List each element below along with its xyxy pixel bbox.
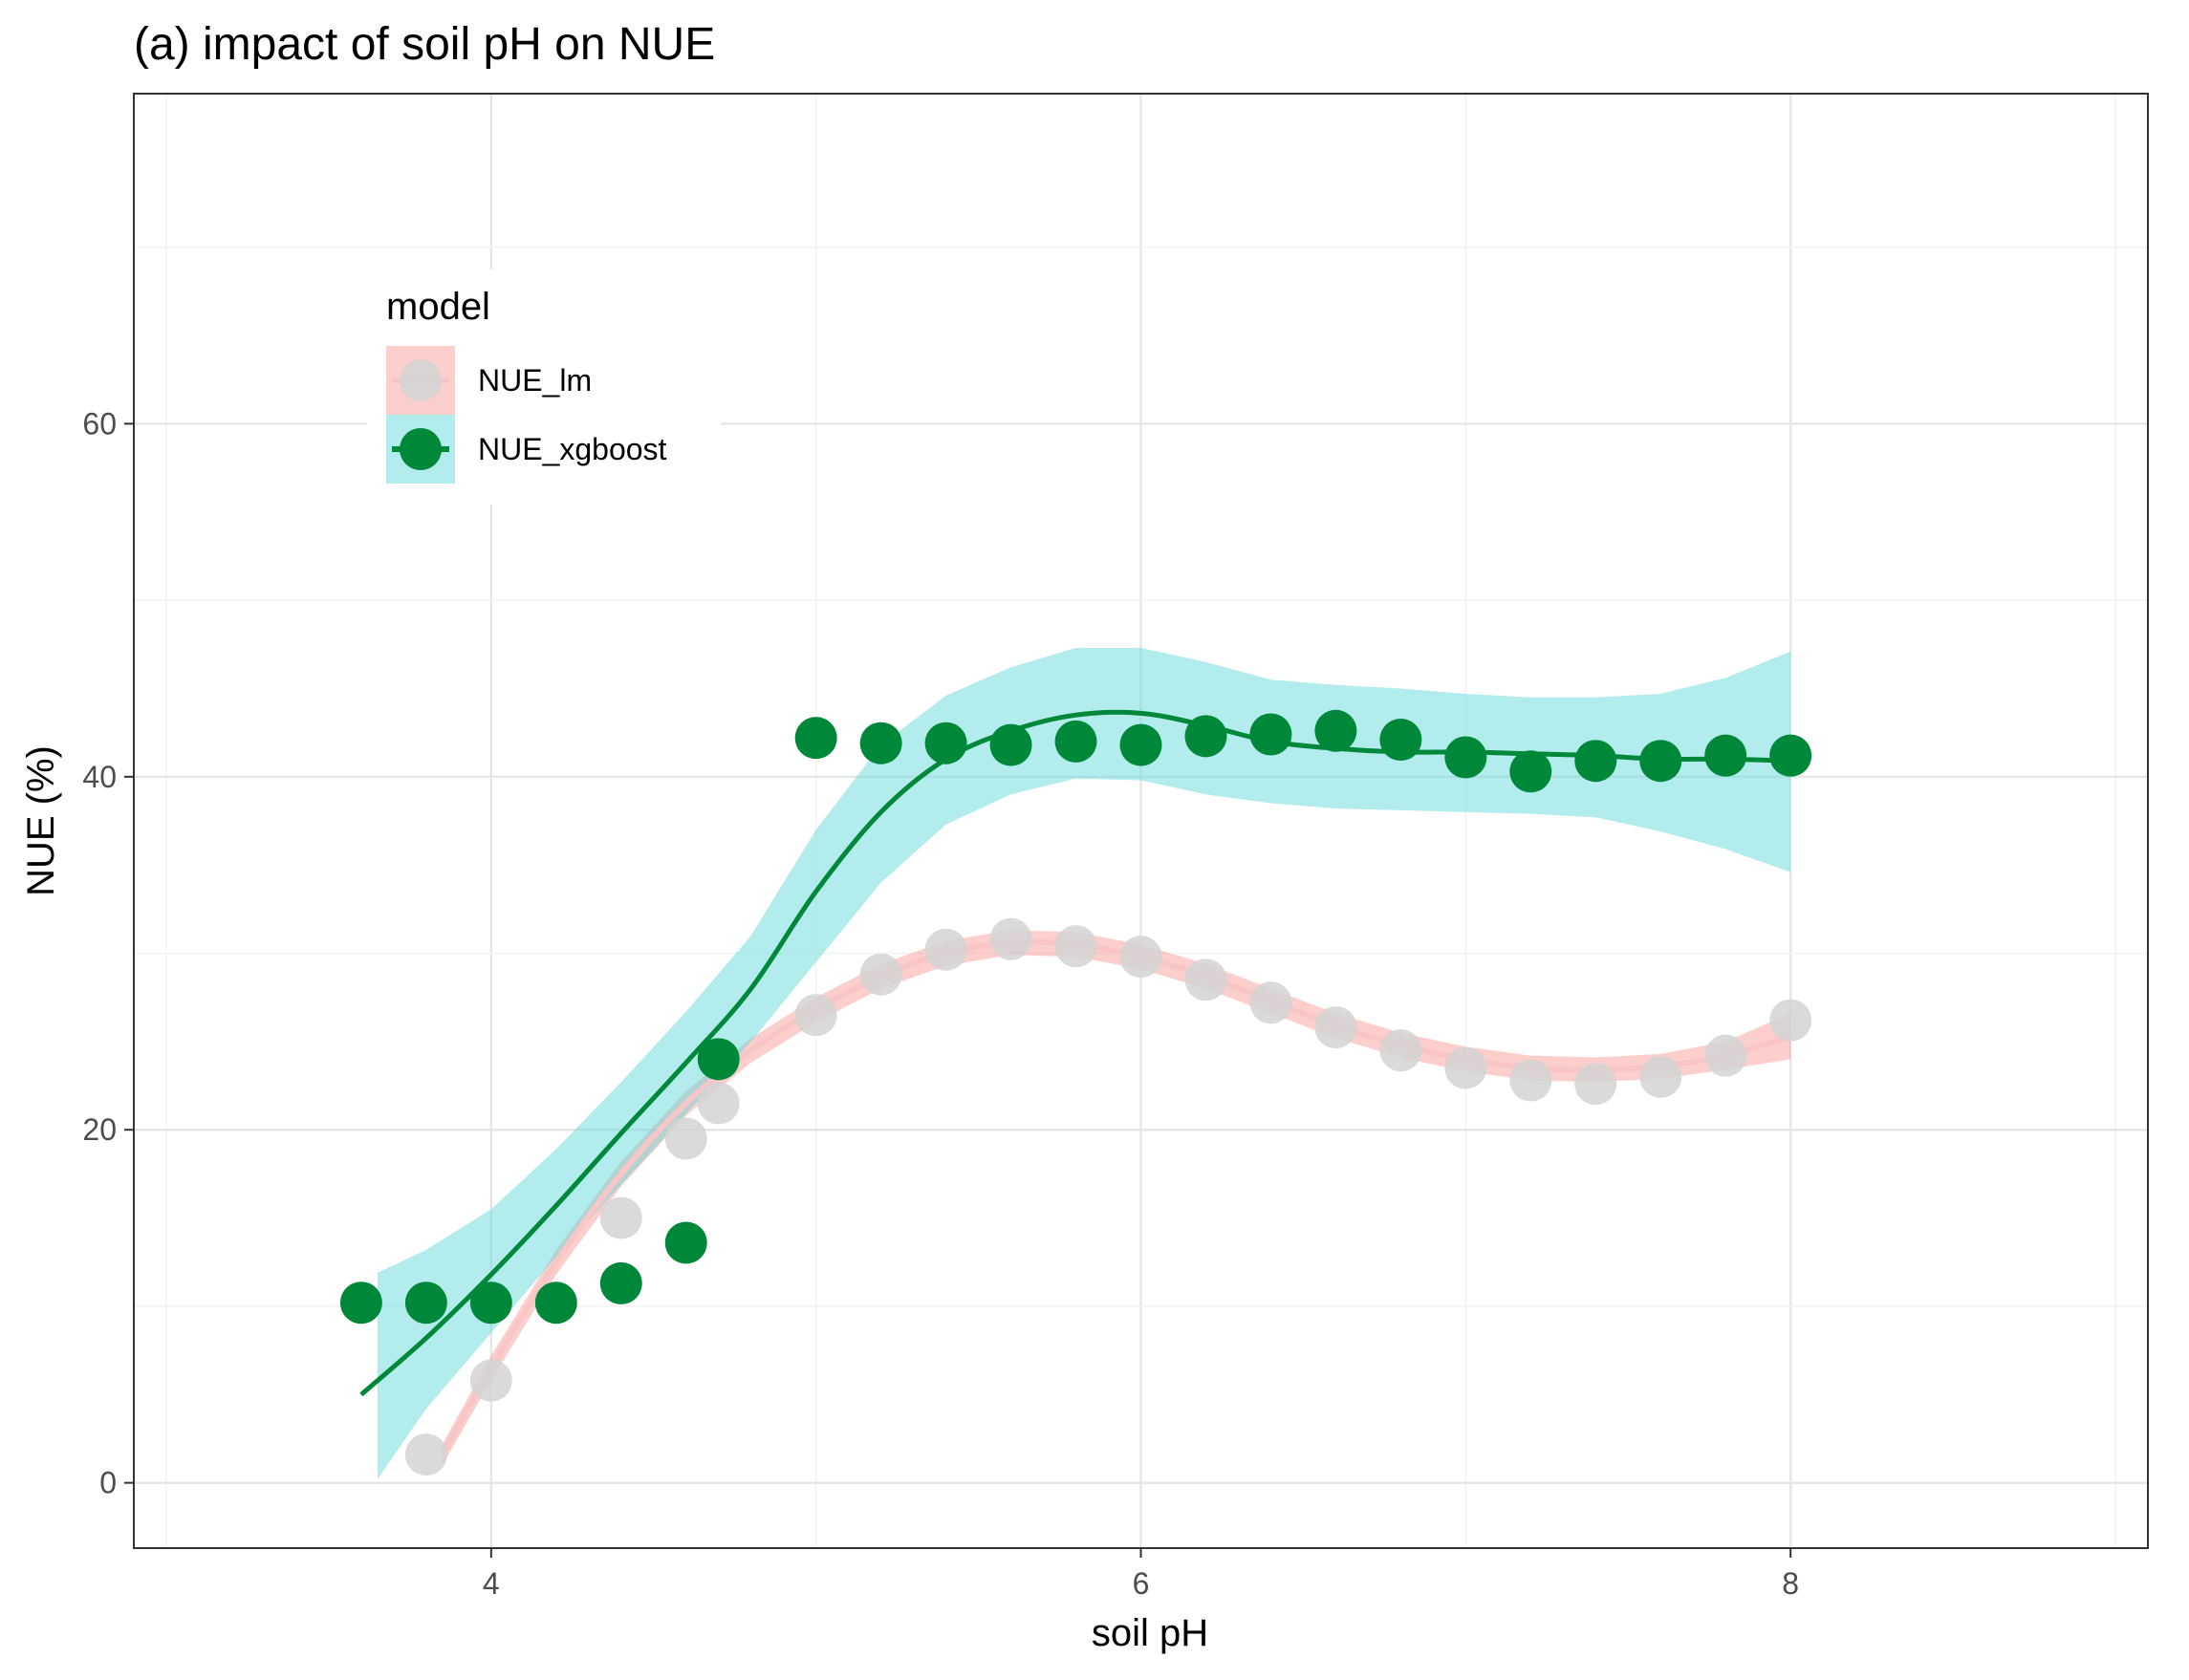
point-nue-lm — [924, 928, 967, 971]
y-tick-label: 0 — [99, 1466, 117, 1500]
point-nue-lm — [664, 1117, 707, 1160]
point-nue-xgboost — [924, 722, 967, 765]
point-nue-lm — [794, 994, 837, 1037]
point-nue-xgboost — [1054, 720, 1097, 763]
legend-label-nue-xgboost: NUE_xgboost — [478, 432, 667, 466]
point-nue-lm — [404, 1433, 447, 1476]
axes: 4 6 8 0 20 40 60 — [82, 406, 1799, 1601]
y-tick-label: 20 — [82, 1112, 117, 1147]
point-nue-xgboost — [1379, 719, 1422, 762]
y-tick-label: 60 — [82, 406, 117, 441]
point-nue-lm — [1639, 1055, 1682, 1098]
legend-keys: NUE_lm NUE_xgboost — [386, 346, 667, 484]
legend-title: model — [386, 286, 490, 328]
point-nue-lm — [697, 1082, 740, 1125]
legend-key-point-nue-xgboost — [400, 428, 442, 470]
x-tick-label: 4 — [483, 1566, 500, 1601]
legend: model NUE_lm NUE_xgboost — [367, 269, 721, 505]
y-tick-label: 40 — [82, 760, 117, 794]
y-axis-label: NUE (%) — [20, 745, 62, 896]
point-nue-xgboost — [1184, 715, 1227, 758]
point-nue-xgboost — [469, 1282, 512, 1325]
point-nue-xgboost — [989, 723, 1032, 766]
point-nue-lm — [989, 917, 1032, 960]
point-nue-lm — [1509, 1059, 1552, 1102]
legend-key-point-nue-lm — [400, 359, 442, 401]
point-nue-xgboost — [599, 1261, 642, 1304]
point-nue-lm — [1249, 981, 1292, 1024]
point-nue-xgboost — [859, 722, 902, 765]
point-nue-lm — [1704, 1034, 1747, 1077]
point-nue-xgboost — [1639, 740, 1682, 783]
point-nue-lm — [1769, 999, 1812, 1042]
x-tick-label: 6 — [1133, 1566, 1150, 1601]
point-nue-lm — [469, 1359, 512, 1402]
point-nue-lm — [1054, 925, 1097, 968]
legend-label-nue-lm: NUE_lm — [478, 363, 592, 398]
point-nue-xgboost — [1249, 713, 1292, 756]
point-nue-xgboost — [1119, 723, 1162, 766]
point-nue-xgboost — [1769, 734, 1812, 777]
point-nue-xgboost — [664, 1221, 707, 1264]
point-nue-xgboost — [1574, 740, 1617, 783]
x-tick-label: 8 — [1782, 1566, 1799, 1601]
point-nue-lm — [599, 1196, 642, 1239]
point-nue-xgboost — [697, 1038, 740, 1081]
point-nue-lm — [859, 953, 902, 996]
point-nue-xgboost — [1314, 709, 1357, 752]
point-nue-xgboost — [794, 717, 837, 760]
point-nue-lm — [1574, 1063, 1617, 1106]
point-nue-xgboost — [1704, 734, 1747, 777]
point-nue-lm — [1184, 958, 1227, 1002]
chart-title: (a) impact of soil pH on NUE — [134, 19, 715, 70]
point-nue-lm — [1314, 1006, 1357, 1049]
point-nue-xgboost — [1444, 736, 1487, 779]
point-nue-lm — [1379, 1029, 1422, 1072]
ribbon-nue-xgboost — [377, 647, 1791, 1479]
point-nue-xgboost — [534, 1282, 577, 1325]
point-nue-lm — [1119, 936, 1162, 979]
point-nue-xgboost — [339, 1282, 382, 1325]
point-nue-lm — [1444, 1046, 1487, 1089]
point-nue-xgboost — [404, 1282, 447, 1325]
x-axis-label: soil pH — [1092, 1612, 1208, 1654]
point-nue-xgboost — [1509, 750, 1552, 793]
data-points — [339, 709, 1812, 1476]
